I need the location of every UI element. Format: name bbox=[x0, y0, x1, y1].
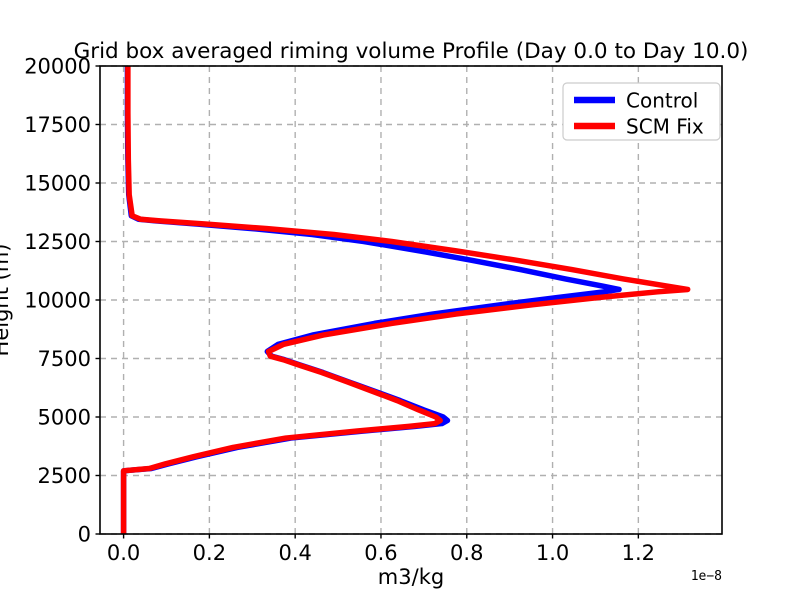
x-tick-label: 0.0 bbox=[107, 541, 140, 565]
y-tick-label: 0 bbox=[78, 523, 91, 547]
chart-title: Grid box averaged riming volume Profile … bbox=[74, 39, 749, 64]
y-tick-label: 2500 bbox=[38, 464, 91, 488]
x-axis-label: m3/kg bbox=[378, 565, 444, 589]
legend-label-control: Control bbox=[626, 89, 698, 113]
y-tick-label: 7500 bbox=[38, 347, 91, 371]
x-tick-label: 0.8 bbox=[450, 541, 483, 565]
y-tick-label: 5000 bbox=[38, 406, 91, 430]
x-tick-label: 1.2 bbox=[622, 541, 655, 565]
series-line-scm-fix bbox=[120, 66, 691, 534]
y-tick-label: 12500 bbox=[24, 230, 91, 254]
x-tick-label: 0.4 bbox=[278, 541, 311, 565]
axes-frame bbox=[99, 65, 723, 535]
y-tick-label: 20000 bbox=[24, 55, 91, 79]
x-axis-offset-label: 1e−8 bbox=[691, 569, 722, 584]
y-tick-label: 10000 bbox=[24, 289, 91, 313]
x-tick-label: 1.0 bbox=[536, 541, 569, 565]
y-tick-labels: 0 2500 5000 7500 10000 12500 15000 17500 20000 bbox=[24, 55, 91, 547]
x-tick-label: 0.6 bbox=[364, 541, 397, 565]
legend-label-scm-fix: SCM Fix bbox=[626, 115, 704, 139]
data-series-group bbox=[120, 66, 691, 534]
x-tick-label: 0.2 bbox=[193, 541, 226, 565]
x-tick-labels: 0.0 0.2 0.4 0.6 0.8 1.0 1.2 bbox=[107, 541, 655, 565]
y-tick-label: 15000 bbox=[24, 172, 91, 196]
y-tick-label: 17500 bbox=[24, 113, 91, 137]
y-axis-label: Height (m) bbox=[0, 244, 13, 357]
